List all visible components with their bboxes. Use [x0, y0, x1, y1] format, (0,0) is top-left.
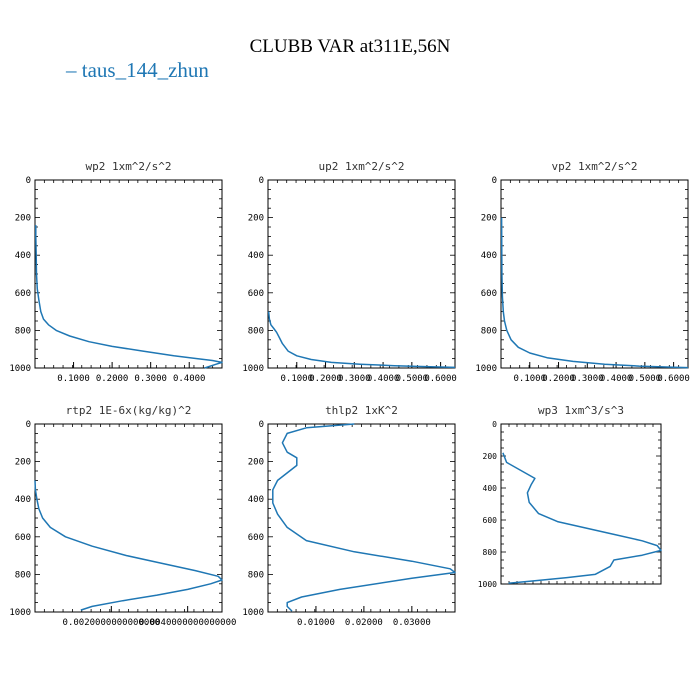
- y-tick-label: 0: [492, 420, 497, 429]
- y-tick-label: 200: [248, 214, 264, 224]
- subplot-title: thlp2 1xK^2: [325, 404, 398, 417]
- x-tick-label: 0.01000: [297, 618, 335, 628]
- x-tick-label: 0.6000: [424, 374, 457, 384]
- x-tick-label: 0.3000: [134, 374, 167, 384]
- y-tick-label: 200: [248, 458, 264, 468]
- y-tick-label: 600: [483, 516, 498, 525]
- legend-line-symbol: –: [66, 58, 77, 82]
- legend: – taus_144_zhun: [66, 58, 209, 83]
- y-tick-label: 600: [15, 289, 31, 299]
- subplot-title: rtp2 1E-6x(kg/kg)^2: [66, 404, 192, 417]
- subplot-5: thlp2 1xK^2 0 200 400 600 800 1000 0.01000 0.020…: [242, 404, 456, 628]
- y-tick-label: 200: [15, 458, 31, 468]
- y-tick-label: 200: [483, 452, 498, 461]
- subplot-title: up2 1xm^2/s^2: [318, 160, 404, 173]
- subplot-title: wp3 1xm^3/s^3: [538, 404, 624, 417]
- x-tick-label: 0.1000: [281, 374, 314, 384]
- y-tick-label: 800: [248, 326, 264, 336]
- subplot-2: up2 1xm^2/s^2 0 200 400 600 800 1000 0.10000.20…: [242, 160, 457, 384]
- plot-frame: [34, 423, 223, 613]
- y-tick-label: 0: [259, 176, 264, 186]
- y-tick-label: 0: [259, 420, 264, 430]
- y-tick-label: 1000: [242, 608, 264, 618]
- y-tick-label: 200: [481, 214, 497, 224]
- subplot-title: wp2 1xm^2/s^2: [85, 160, 171, 173]
- y-tick-label: 600: [15, 533, 31, 543]
- subplot-1: wp2 1xm^2/s^2 0 200 400 600 800 1000 0.1000 0.20…: [9, 160, 223, 384]
- subplot-6: wp3 1xm^3/s^3 0 200 400 600 800 1000: [478, 404, 662, 589]
- y-tick-label: 600: [481, 289, 497, 299]
- y-tick-label: 800: [481, 326, 497, 336]
- y-tick-label: 800: [15, 326, 31, 336]
- x-tick-label: 0.02000: [345, 618, 383, 628]
- x-tick-label: 0.0040000000000000: [139, 618, 237, 628]
- y-tick-label: 400: [15, 251, 31, 261]
- y-tick-label: 0: [26, 420, 31, 430]
- x-tick-label: 0.03000: [393, 618, 431, 628]
- subplot-title: vp2 1xm^2/s^2: [551, 160, 637, 173]
- y-tick-label: 1000: [9, 364, 31, 374]
- series-line: [34, 480, 223, 611]
- y-tick-label: 1000: [242, 364, 264, 374]
- x-tick-label: 0.2000: [309, 374, 342, 384]
- x-tick-label: 0.3000: [571, 374, 604, 384]
- y-tick-label: 400: [483, 484, 498, 493]
- y-tick-label: 0: [26, 176, 31, 186]
- plot-frame: [500, 423, 662, 585]
- x-tick-label: 0.3000: [338, 374, 371, 384]
- y-tick-label: 400: [248, 495, 264, 505]
- x-tick-label: 0.4000: [367, 374, 400, 384]
- y-tick-label: 800: [15, 570, 31, 580]
- plot-frame: [267, 179, 456, 369]
- y-tick-label: 800: [483, 548, 498, 557]
- x-tick-label: 0.5000: [629, 374, 662, 384]
- series-line: [272, 423, 456, 612]
- x-tick-label: 0.2000: [96, 374, 129, 384]
- x-tick-label: 0.1000: [514, 374, 547, 384]
- x-tick-label: 0.0020000000000000: [63, 618, 161, 628]
- y-tick-label: 400: [15, 495, 31, 505]
- y-tick-label: 0: [492, 176, 497, 186]
- y-tick-label: 600: [248, 533, 264, 543]
- subplot-3: vp2 1xm^2/s^2 0 200 400 600 800 1000 0.10000.20…: [475, 160, 690, 384]
- x-tick-label: 0.2000: [542, 374, 575, 384]
- plot-frame: [267, 423, 456, 613]
- series-line: [500, 217, 689, 369]
- plot-frame: [34, 179, 223, 369]
- y-tick-label: 800: [248, 570, 264, 580]
- y-tick-label: 400: [481, 251, 497, 261]
- series-line: [267, 311, 456, 369]
- subplot-4: rtp2 1E-6x(kg/kg)^2 0 200 400 600 800 1000 0.00…: [9, 404, 236, 628]
- series-line: [502, 452, 662, 584]
- figure-title: CLUBB VAR at311E,56N: [249, 36, 451, 57]
- y-tick-label: 600: [248, 289, 264, 299]
- x-tick-label: 0.4000: [600, 374, 633, 384]
- y-tick-label: 1000: [478, 580, 497, 589]
- x-tick-label: 0.5000: [396, 374, 429, 384]
- y-tick-label: 400: [248, 251, 264, 261]
- plot-frame: [500, 179, 689, 369]
- y-tick-label: 1000: [475, 364, 497, 374]
- y-tick-label: 200: [15, 214, 31, 224]
- series-line: [35, 225, 223, 369]
- x-tick-label: 0.1000: [57, 374, 90, 384]
- x-tick-label: 0.4000: [173, 374, 206, 384]
- legend-label: taus_144_zhun: [81, 58, 209, 82]
- x-tick-label: 0.6000: [657, 374, 690, 384]
- y-tick-label: 1000: [9, 608, 31, 618]
